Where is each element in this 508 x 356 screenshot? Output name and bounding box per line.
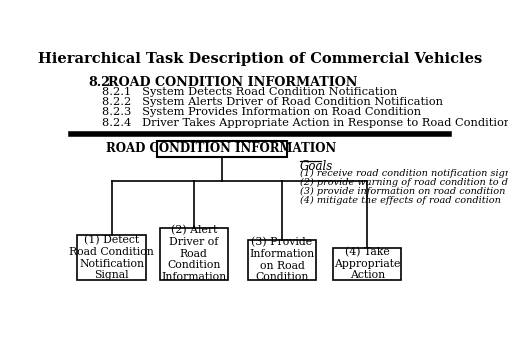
Text: Goals: Goals xyxy=(300,160,333,173)
Text: 8.2.4   Driver Takes Appropriate Action in Response to Road Condition: 8.2.4 Driver Takes Appropriate Action in… xyxy=(102,118,508,128)
FancyBboxPatch shape xyxy=(160,227,228,280)
Text: (1) Detect
Road Condition
Notification
Signal: (1) Detect Road Condition Notification S… xyxy=(69,235,154,280)
FancyBboxPatch shape xyxy=(333,247,401,280)
Text: (4) mitigate the effects of road condition: (4) mitigate the effects of road conditi… xyxy=(300,195,501,205)
Text: (3) provide information on road condition to driver: (3) provide information on road conditio… xyxy=(300,187,508,196)
Text: (3) Provide
Information
on Road
Condition: (3) Provide Information on Road Conditio… xyxy=(249,237,314,282)
Text: ROAD CONDITION INFORMATION: ROAD CONDITION INFORMATION xyxy=(108,76,358,89)
Text: Hierarchical Task Description of Commercial Vehicles: Hierarchical Task Description of Commerc… xyxy=(38,52,483,66)
Text: 8.2.3   System Provides Information on Road Condition: 8.2.3 System Provides Information on Roa… xyxy=(102,108,421,117)
Text: 8.2.1   System Detects Road Condition Notification: 8.2.1 System Detects Road Condition Noti… xyxy=(102,87,398,96)
Text: (2) provide warning of road condition to driver: (2) provide warning of road condition to… xyxy=(300,178,508,187)
Text: (4) Take
Appropriate
Action: (4) Take Appropriate Action xyxy=(334,247,400,281)
FancyBboxPatch shape xyxy=(156,141,287,157)
Text: (1) receive road condition notification signal or location: (1) receive road condition notification … xyxy=(300,169,508,178)
Text: 8.2.2   System Alerts Driver of Road Condition Notification: 8.2.2 System Alerts Driver of Road Condi… xyxy=(102,97,443,107)
Text: 8.2: 8.2 xyxy=(88,76,110,89)
Text: ROAD CONDITION INFORMATION: ROAD CONDITION INFORMATION xyxy=(107,142,337,156)
FancyBboxPatch shape xyxy=(77,235,146,280)
FancyBboxPatch shape xyxy=(248,240,316,280)
Text: (2) Alert
Driver of
Road
Condition
Information: (2) Alert Driver of Road Condition Infor… xyxy=(161,225,226,282)
